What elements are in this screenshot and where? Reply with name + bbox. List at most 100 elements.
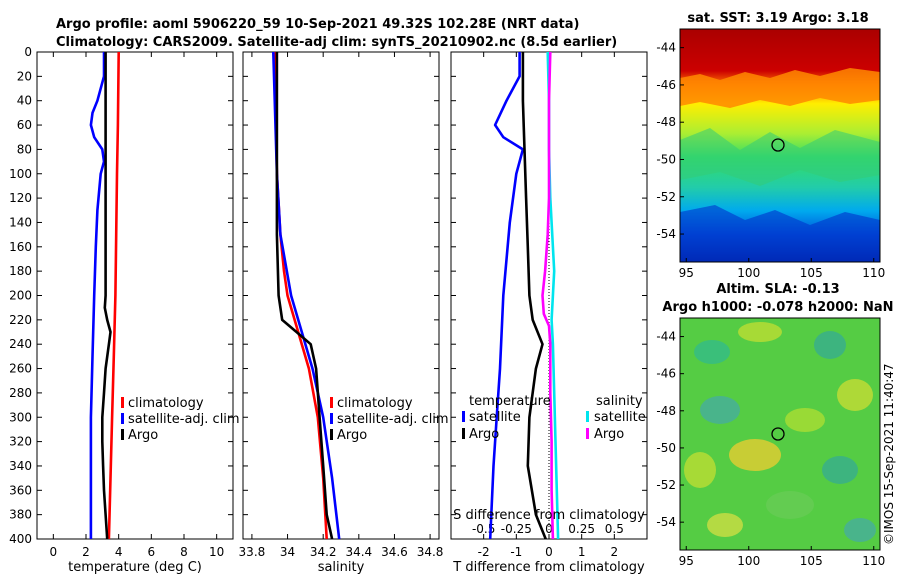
series-line-temperature-argo [521,52,547,539]
lon-tick-label: 105 [800,554,823,568]
sst-map-frame [679,28,881,263]
sla-blob [837,379,873,411]
lon-tick-label: 105 [800,266,823,280]
x-tick-label: 2 [82,545,90,559]
temperature-panel: 0204060801001201401601802002202402602803… [9,45,240,575]
depth-tick-label: 120 [9,191,32,205]
difference-legend: temperature salinity satellite Argo sate… [453,394,646,523]
x-tick-label: 4 [115,545,123,559]
sst-cold-water [680,205,880,262]
legend-salinity-title: salinity [596,394,643,409]
depth-tick-label: 320 [9,435,32,449]
lon-tick-label: 110 [862,266,885,280]
legend-temp-argo-label: Argo [469,427,499,442]
legend-argo-label: Argo [128,428,158,443]
x-tick-label: 0 [545,545,553,559]
salinity-diff-tick-label: 0 [545,522,553,536]
depth-tick-label: 40 [17,94,32,108]
sla-map-ticks: 95 100 105 110 -44 -46 -48 -50 -52 -54 [656,330,885,568]
series-line-salinity-argo [541,52,555,539]
x-tick-label: -2 [478,545,490,559]
sst-map-ticks: 95 100 105 110 -44 -46 -48 -50 -52 -54 [656,41,885,280]
lon-tick-label: 95 [679,554,694,568]
depth-tick-label: 200 [9,289,32,303]
sla-blob [684,452,716,488]
x-tick-label: 0 [50,545,58,559]
x-tick-label: 6 [148,545,156,559]
temperature-legend: climatology satellite-adj. clim Argo [121,396,240,443]
sla-blob [729,439,781,471]
x-tick-label: 10 [209,545,224,559]
difference-lines [488,52,560,539]
lat-tick-label: -50 [656,152,676,166]
temperature-xlabel: temperature (deg C) [68,560,202,575]
salinity-diff-axis-label: S difference from climatology [453,508,645,523]
sla-map-frame [679,317,881,551]
legend-climatology-label: climatology [128,396,204,411]
x-tick-label: 8 [180,545,188,559]
temperature-axes-frame [36,51,234,540]
legend-temperature-title: temperature [469,394,551,409]
lat-tick-label: -54 [656,515,676,529]
depth-tick-label: 0 [24,45,32,59]
sst-warm-front [680,68,880,108]
salinity-lines [272,52,341,539]
lon-tick-label: 95 [679,266,694,280]
lon-tick-label: 110 [862,554,885,568]
salinity-diff-tick-label: -0.25 [501,522,532,536]
legend-satellite-label: satellite-adj. clim [337,412,449,427]
sla-blob [707,513,743,537]
legend-sal-satellite-label: satellite [594,410,646,425]
legend-temp-satellite-swatch [462,411,465,422]
x-tick-label: 1 [578,545,586,559]
lat-tick-label: -50 [656,441,676,455]
argo-position-marker [771,427,785,441]
lon-tick-label: 100 [737,554,760,568]
difference-panel: -2 -1 0 1 2-0.5 -0.25 0 0.25 0.5 T difference fr… [450,51,648,575]
sst-heatmap [680,29,880,262]
sla-blob [822,456,858,484]
legend-argo-label: Argo [337,428,367,443]
lat-tick-label: -52 [656,478,676,492]
salinity-diff-tick-label: 0.5 [605,522,624,536]
header-line-2: Climatology: CARS2009. Satellite-adj cli… [56,35,617,50]
x-tick-label: 34 [280,545,295,559]
header-line-1: Argo profile: aoml 5906220_59 10-Sep-202… [56,17,580,32]
legend-climatology-swatch [121,397,124,408]
legend-argo-swatch [121,429,124,440]
lat-tick-label: -48 [656,404,676,418]
legend-temp-argo-swatch [462,428,465,439]
sla-blob [814,331,846,359]
lat-tick-label: -46 [656,78,676,92]
lat-tick-label: -46 [656,367,676,381]
sla-map-title: Altim. SLA: -0.13 [716,282,839,297]
salinity-xlabel: salinity [318,560,365,575]
depth-tick-label: 360 [9,483,32,497]
difference-ticks: -2 -1 0 1 2-0.5 -0.25 0 0.25 0.5 [451,51,647,559]
x-tick-label: 2 [611,545,619,559]
sla-blob [785,408,825,432]
legend-climatology-label: climatology [337,396,413,411]
legend-satellite-swatch [330,413,333,424]
series-line-temperature-satellite [488,52,525,539]
salinity-panel: 33.8 34 34.2 34.4 34.6 34.8 salinity climatol… [239,51,449,575]
depth-tick-label: 100 [9,167,32,181]
depth-tick-label: 60 [17,118,32,132]
depth-tick-label: 140 [9,215,32,229]
x-tick-label: 34.2 [310,545,337,559]
series-line-argo [101,52,112,539]
sla-blob [738,322,782,342]
sla-blob [700,396,740,424]
lon-tick-label: 100 [737,266,760,280]
x-tick-label: 34.4 [345,545,372,559]
depth-tick-label: 260 [9,362,32,376]
lat-tick-label: -48 [656,115,676,129]
legend-temp-satellite-label: satellite [469,410,521,425]
legend-sal-satellite-swatch [586,411,589,422]
sla-map-subtitle: Argo h1000: -0.078 h2000: NaN [662,300,893,315]
legend-satellite-label: satellite-adj. clim [128,412,240,427]
sla-blob [766,491,814,519]
sla-blob [694,340,730,364]
series-line-argo [275,52,334,539]
